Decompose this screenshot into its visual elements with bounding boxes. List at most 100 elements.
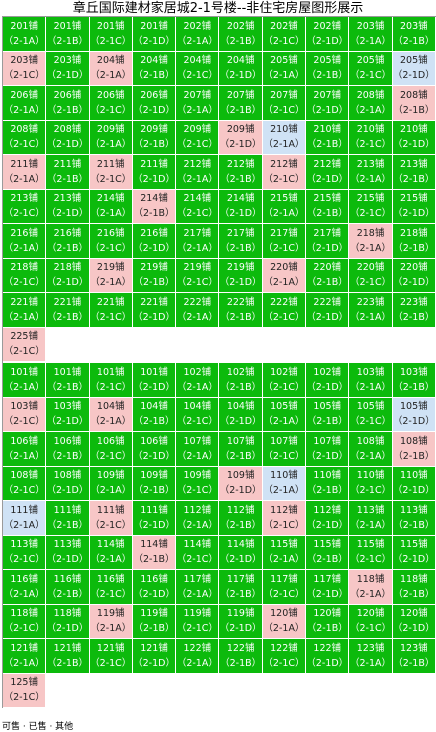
- unit-cell[interactable]: 122铺 （2-1B）: [219, 639, 263, 674]
- unit-cell[interactable]: 215铺 （2-1D）: [392, 189, 436, 224]
- unit-cell[interactable]: 109铺 （2-1C）: [176, 466, 220, 501]
- unit-cell[interactable]: 213铺 （2-1B）: [392, 155, 436, 190]
- unit-cell[interactable]: 119铺 （2-1D）: [219, 604, 263, 639]
- unit-cell[interactable]: 201铺 （2-1D）: [132, 17, 177, 52]
- unit-cell[interactable]: 102铺 （2-1B）: [219, 363, 263, 398]
- unit-cell[interactable]: 112铺 （2-1A）: [176, 501, 220, 536]
- unit-cell[interactable]: 213铺 （2-1C）: [3, 189, 47, 224]
- unit-cell[interactable]: 222铺 （2-1D）: [306, 293, 350, 328]
- unit-cell[interactable]: 117铺 （2-1B）: [219, 570, 263, 605]
- unit-cell[interactable]: 119铺 （2-1B）: [132, 604, 177, 639]
- unit-cell[interactable]: 219铺 （2-1D）: [219, 258, 263, 293]
- unit-cell[interactable]: 216铺 （2-1B）: [46, 224, 90, 259]
- unit-cell[interactable]: 108铺 （2-1A）: [349, 432, 393, 467]
- unit-cell[interactable]: 210铺 （2-1C）: [349, 120, 393, 155]
- unit-cell[interactable]: 213铺 （2-1D）: [46, 189, 90, 224]
- unit-cell[interactable]: 106铺 （2-1A）: [3, 432, 47, 467]
- unit-cell[interactable]: 107铺 （2-1C）: [262, 432, 307, 467]
- unit-cell[interactable]: 207铺 （2-1C）: [262, 86, 307, 121]
- unit-cell[interactable]: 117铺 （2-1D）: [306, 570, 350, 605]
- unit-cell[interactable]: 223铺 （2-1A）: [349, 293, 393, 328]
- unit-cell[interactable]: 214铺 （2-1C）: [176, 189, 220, 224]
- unit-cell[interactable]: 102铺 （2-1A）: [176, 363, 220, 398]
- unit-cell[interactable]: 203铺 （2-1C）: [3, 51, 47, 86]
- unit-cell[interactable]: 115铺 （2-1D）: [392, 535, 436, 570]
- unit-cell[interactable]: 217铺 （2-1D）: [306, 224, 350, 259]
- unit-cell[interactable]: 216铺 （2-1A）: [3, 224, 47, 259]
- unit-cell[interactable]: 205铺 （2-1B）: [306, 51, 350, 86]
- unit-cell[interactable]: 109铺 （2-1A）: [89, 466, 133, 501]
- unit-cell[interactable]: 204铺 （2-1B）: [132, 51, 177, 86]
- unit-cell[interactable]: 206铺 （2-1D）: [132, 86, 177, 121]
- unit-cell[interactable]: 204铺 （2-1A）: [89, 51, 133, 86]
- unit-cell[interactable]: 119铺 （2-1A）: [89, 604, 133, 639]
- unit-cell[interactable]: 112铺 （2-1C）: [262, 501, 307, 536]
- unit-cell[interactable]: 103铺 （2-1D）: [46, 397, 90, 432]
- unit-cell[interactable]: 118铺 （2-1C）: [3, 604, 47, 639]
- unit-cell[interactable]: 203铺 （2-1D）: [46, 51, 90, 86]
- unit-cell[interactable]: 107铺 （2-1A）: [176, 432, 220, 467]
- unit-cell[interactable]: 101铺 （2-1A）: [3, 363, 47, 398]
- unit-cell[interactable]: 204铺 （2-1C）: [176, 51, 220, 86]
- unit-cell[interactable]: 110铺 （2-1B）: [306, 466, 350, 501]
- unit-cell[interactable]: 121铺 （2-1A）: [3, 639, 47, 674]
- unit-cell[interactable]: 213铺 （2-1A）: [349, 155, 393, 190]
- unit-cell[interactable]: 205铺 （2-1C）: [349, 51, 393, 86]
- unit-cell[interactable]: 114铺 （2-1A）: [89, 535, 133, 570]
- unit-cell[interactable]: 208铺 （2-1A）: [349, 86, 393, 121]
- unit-cell[interactable]: 203铺 （2-1A）: [349, 17, 393, 52]
- unit-cell[interactable]: 211铺 （2-1A）: [3, 155, 47, 190]
- unit-cell[interactable]: 214铺 （2-1B）: [132, 189, 177, 224]
- unit-cell[interactable]: 203铺 （2-1B）: [392, 17, 436, 52]
- unit-cell[interactable]: 202铺 （2-1B）: [219, 17, 263, 52]
- unit-cell[interactable]: 111铺 （2-1B）: [46, 501, 90, 536]
- unit-cell[interactable]: 104铺 （2-1C）: [176, 397, 220, 432]
- unit-cell[interactable]: 116铺 （2-1B）: [46, 570, 90, 605]
- unit-cell[interactable]: 214铺 （2-1A）: [89, 189, 133, 224]
- unit-cell[interactable]: 209铺 （2-1C）: [176, 120, 220, 155]
- unit-cell[interactable]: 223铺 （2-1B）: [392, 293, 436, 328]
- unit-cell[interactable]: 201铺 （2-1C）: [89, 17, 133, 52]
- unit-cell[interactable]: 211铺 （2-1B）: [46, 155, 90, 190]
- unit-cell[interactable]: 210铺 （2-1D）: [392, 120, 436, 155]
- unit-cell[interactable]: 206铺 （2-1A）: [3, 86, 47, 121]
- unit-cell[interactable]: 206铺 （2-1C）: [89, 86, 133, 121]
- unit-cell[interactable]: 117铺 （2-1A）: [176, 570, 220, 605]
- unit-cell[interactable]: 120铺 （2-1D）: [392, 604, 436, 639]
- unit-cell[interactable]: 215铺 （2-1B）: [306, 189, 350, 224]
- unit-cell[interactable]: 120铺 （2-1B）: [306, 604, 350, 639]
- unit-cell[interactable]: 218铺 （2-1C）: [3, 258, 47, 293]
- unit-cell[interactable]: 113铺 （2-1A）: [349, 501, 393, 536]
- unit-cell[interactable]: 212铺 （2-1B）: [219, 155, 263, 190]
- unit-cell[interactable]: 105铺 （2-1D）: [392, 397, 436, 432]
- unit-cell[interactable]: 111铺 （2-1C）: [89, 501, 133, 536]
- unit-cell[interactable]: 113铺 （2-1D）: [46, 535, 90, 570]
- unit-cell[interactable]: 205铺 （2-1D）: [392, 51, 436, 86]
- unit-cell[interactable]: 117铺 （2-1C）: [262, 570, 307, 605]
- unit-cell[interactable]: 209铺 （2-1B）: [132, 120, 177, 155]
- unit-cell[interactable]: 108铺 （2-1B）: [392, 432, 436, 467]
- unit-cell[interactable]: 103铺 （2-1B）: [392, 363, 436, 398]
- unit-cell[interactable]: 216铺 （2-1C）: [89, 224, 133, 259]
- unit-cell[interactable]: 105铺 （2-1C）: [349, 397, 393, 432]
- unit-cell[interactable]: 225铺 （2-1C）: [3, 327, 47, 362]
- unit-cell[interactable]: 116铺 （2-1D）: [132, 570, 177, 605]
- unit-cell[interactable]: 207铺 （2-1D）: [306, 86, 350, 121]
- unit-cell[interactable]: 219铺 （2-1A）: [89, 258, 133, 293]
- unit-cell[interactable]: 109铺 （2-1D）: [219, 466, 263, 501]
- unit-cell[interactable]: 220铺 （2-1D）: [392, 258, 436, 293]
- unit-cell[interactable]: 202铺 （2-1C）: [262, 17, 307, 52]
- unit-cell[interactable]: 202铺 （2-1A）: [176, 17, 220, 52]
- unit-cell[interactable]: 115铺 （2-1B）: [306, 535, 350, 570]
- unit-cell[interactable]: 218铺 （2-1B）: [392, 224, 436, 259]
- unit-cell[interactable]: 110铺 （2-1A）: [262, 466, 307, 501]
- unit-cell[interactable]: 122铺 （2-1A）: [176, 639, 220, 674]
- unit-cell[interactable]: 104铺 （2-1D）: [219, 397, 263, 432]
- unit-cell[interactable]: 125铺 （2-1C）: [3, 673, 47, 708]
- unit-cell[interactable]: 220铺 （2-1C）: [349, 258, 393, 293]
- unit-cell[interactable]: 208铺 （2-1D）: [46, 120, 90, 155]
- unit-cell[interactable]: 118铺 （2-1D）: [46, 604, 90, 639]
- unit-cell[interactable]: 123铺 （2-1A）: [349, 639, 393, 674]
- unit-cell[interactable]: 104铺 （2-1A）: [89, 397, 133, 432]
- unit-cell[interactable]: 211铺 （2-1D）: [132, 155, 177, 190]
